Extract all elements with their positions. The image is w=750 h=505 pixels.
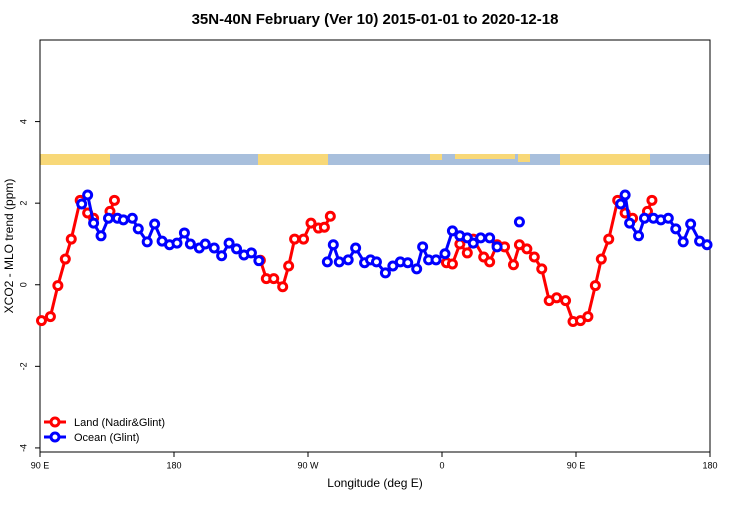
point: [117, 214, 129, 226]
x-tick-label: 90 E: [567, 460, 586, 470]
point: [245, 247, 257, 259]
point: [102, 212, 114, 224]
point: [446, 258, 458, 270]
point: [521, 243, 533, 255]
point: [670, 223, 682, 235]
point: [208, 242, 220, 254]
plot-frame: [39, 39, 711, 453]
point: [551, 292, 563, 304]
point: [615, 198, 627, 210]
point: [318, 221, 330, 233]
y-axis-label: XCO2 - MLO trend (ppm): [2, 179, 16, 314]
point: [82, 189, 94, 201]
point: [321, 256, 333, 268]
legend: Land (Nadir&Glint) Ocean (Glint): [44, 416, 165, 444]
point: [65, 233, 77, 245]
point: [417, 241, 429, 253]
point: [701, 239, 713, 251]
point: [646, 194, 658, 206]
point: [223, 237, 235, 249]
legend-label: Land (Nadir&Glint): [74, 417, 165, 429]
point: [589, 280, 601, 292]
point: [149, 218, 161, 230]
point: [342, 254, 354, 266]
point: [491, 241, 503, 253]
chart-title: 35N-40N February (Ver 10) 2015-01-01 to …: [192, 11, 559, 28]
map-strip: [40, 154, 710, 165]
point: [446, 225, 458, 237]
x-tick-label: 180: [166, 460, 181, 470]
point: [141, 236, 153, 248]
point: [379, 267, 391, 279]
point: [528, 251, 540, 263]
point: [95, 230, 107, 242]
point: [44, 311, 56, 323]
point: [253, 255, 265, 267]
point: [595, 253, 607, 265]
point: [475, 232, 487, 244]
point: [52, 280, 64, 292]
point: [277, 281, 289, 293]
legend-label: Ocean (Glint): [74, 432, 139, 444]
point: [624, 217, 636, 229]
point: [439, 248, 451, 260]
point: [560, 295, 572, 307]
point: [289, 233, 301, 245]
legend-marker: [49, 431, 61, 443]
point: [461, 247, 473, 259]
point: [677, 236, 689, 248]
y-tick-label: 0: [18, 282, 28, 287]
point: [132, 223, 144, 235]
y-tick-label: -2: [18, 362, 28, 370]
point: [582, 311, 594, 323]
x-tick-label: 180: [702, 460, 717, 470]
point: [59, 253, 71, 265]
point: [536, 263, 548, 275]
point: [484, 232, 496, 244]
point: [126, 212, 138, 224]
y-tick-label: -4: [18, 444, 28, 452]
point: [199, 238, 211, 250]
point: [327, 239, 339, 251]
point: [484, 256, 496, 268]
point: [603, 233, 615, 245]
point: [88, 217, 100, 229]
point: [411, 263, 423, 275]
y-tick-label: 4: [18, 119, 28, 124]
point: [685, 218, 697, 230]
point: [305, 217, 317, 229]
point: [467, 237, 479, 249]
x-tick-label: 90 E: [31, 460, 50, 470]
point: [283, 260, 295, 272]
point: [35, 315, 47, 327]
point: [76, 198, 88, 210]
point: [184, 238, 196, 250]
x-tick-label: 90 W: [297, 460, 319, 470]
y-tick-label: 2: [18, 201, 28, 206]
x-tick-label: 0: [439, 460, 444, 470]
point: [216, 250, 228, 262]
point: [171, 237, 183, 249]
point: [350, 242, 362, 254]
point: [430, 254, 442, 266]
point: [619, 189, 631, 201]
point: [638, 212, 650, 224]
point: [507, 259, 519, 271]
point: [402, 257, 414, 269]
point: [108, 194, 120, 206]
point: [231, 243, 243, 255]
point: [324, 210, 336, 222]
point: [662, 212, 674, 224]
point: [268, 273, 280, 285]
point: [513, 216, 525, 228]
point: [333, 256, 345, 268]
point: [633, 230, 645, 242]
point: [178, 227, 190, 239]
point: [370, 256, 382, 268]
point: [298, 233, 310, 245]
x-axis-label: Longitude (deg E): [327, 476, 422, 490]
legend-marker: [49, 416, 61, 428]
